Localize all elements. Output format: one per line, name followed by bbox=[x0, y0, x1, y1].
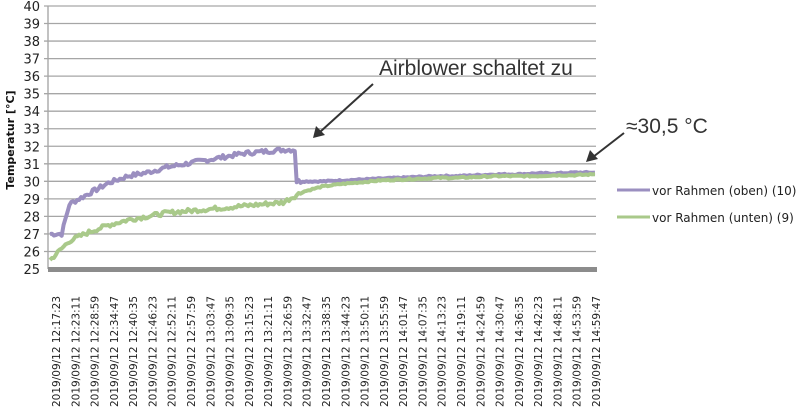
x-tick-label: 2019/09/12 12:46:23 bbox=[147, 296, 159, 407]
arrow-icon bbox=[586, 132, 625, 162]
x-tick-label: 2019/09/12 14:53:59 bbox=[572, 296, 584, 407]
legend: vor Rahmen (oben) (10) vor Rahmen (unten… bbox=[617, 184, 796, 225]
y-tick-label: 35 bbox=[23, 88, 40, 103]
legend-item-oben[interactable]: vor Rahmen (oben) (10) bbox=[617, 184, 796, 198]
x-tick-label: 2019/09/12 14:07:35 bbox=[417, 296, 429, 407]
annotation-airblower: Airblower schaltet zu bbox=[379, 57, 573, 80]
x-tick-label: 2019/09/12 13:50:11 bbox=[360, 296, 372, 407]
x-tick-label: 2019/09/12 13:21:11 bbox=[263, 296, 275, 407]
y-axis-ticks: 25 26 27 28 29 30 31 32 33 34 35 36 37 38 39 40 bbox=[23, 0, 40, 278]
y-axis-label: Temperatur [°C] bbox=[4, 90, 17, 189]
series-line-unten bbox=[48, 171, 596, 262]
x-tick-label: 2019/09/12 13:44:23 bbox=[340, 296, 352, 407]
y-tick-label: 37 bbox=[23, 53, 40, 68]
x-tick-label: 2019/09/12 12:28:59 bbox=[90, 296, 102, 407]
x-tick-label: 2019/09/12 12:17:23 bbox=[51, 296, 63, 407]
y-tick-label: 34 bbox=[23, 105, 40, 120]
y-tick-label: 32 bbox=[23, 140, 40, 155]
x-tick-label: 2019/09/12 14:36:35 bbox=[514, 296, 526, 407]
y-tick-label: 39 bbox=[23, 18, 40, 33]
y-tick-label: 40 bbox=[23, 0, 40, 15]
x-axis-ticks: 2019/09/12 12:17:23 2019/09/12 12:23:11 20… bbox=[51, 296, 603, 407]
y-tick-label: 27 bbox=[23, 228, 40, 243]
x-tick-label: 2019/09/12 14:59:47 bbox=[591, 296, 603, 407]
x-tick-label: 2019/09/12 14:13:23 bbox=[437, 296, 449, 407]
legend-label-unten: vor Rahmen (unten) (9) bbox=[652, 211, 794, 225]
x-tick-label: 2019/09/12 14:48:11 bbox=[552, 296, 564, 407]
x-tick-label: 2019/09/12 12:34:47 bbox=[109, 296, 121, 407]
series-line-oben bbox=[49, 146, 596, 238]
legend-label-oben: vor Rahmen (oben) (10) bbox=[652, 184, 796, 198]
x-tick-label: 2019/09/12 14:19:11 bbox=[456, 296, 468, 407]
x-tick-label: 2019/09/12 14:24:59 bbox=[475, 296, 487, 407]
x-tick-label: 2019/09/12 12:57:59 bbox=[186, 296, 198, 407]
x-tick-label: 2019/09/12 12:23:11 bbox=[70, 296, 82, 407]
y-tick-label: 25 bbox=[23, 263, 40, 278]
x-tick-label: 2019/09/12 13:26:59 bbox=[282, 296, 294, 407]
series-lines bbox=[48, 146, 596, 262]
x-axis-line bbox=[48, 267, 597, 272]
y-tick-label: 36 bbox=[23, 70, 40, 85]
x-tick-label: 2019/09/12 14:01:47 bbox=[398, 296, 410, 407]
x-tick-label: 2019/09/12 13:09:35 bbox=[225, 296, 237, 407]
y-tick-label: 28 bbox=[23, 210, 40, 225]
x-tick-label: 2019/09/12 13:55:59 bbox=[379, 296, 391, 407]
arrow-icon bbox=[313, 83, 374, 138]
y-tick-label: 29 bbox=[23, 193, 40, 208]
x-tick-label: 2019/09/12 12:40:35 bbox=[128, 296, 140, 407]
gridlines bbox=[44, 5, 596, 269]
x-tick-label: 2019/09/12 14:30:47 bbox=[495, 296, 507, 407]
x-tick-label: 2019/09/12 13:15:23 bbox=[244, 296, 256, 407]
y-tick-label: 26 bbox=[23, 245, 40, 260]
x-tick-label: 2019/09/12 12:52:11 bbox=[167, 296, 179, 407]
x-tick-label: 2019/09/12 13:32:47 bbox=[302, 296, 314, 407]
x-tick-label: 2019/09/12 13:03:47 bbox=[205, 296, 217, 407]
x-tick-label: 2019/09/12 14:42:23 bbox=[533, 296, 545, 407]
y-tick-label: 30 bbox=[23, 175, 40, 190]
y-tick-label: 31 bbox=[23, 158, 40, 173]
y-tick-label: 33 bbox=[23, 123, 40, 138]
annotation-final-temp: ≈30,5 °C bbox=[626, 115, 708, 138]
y-tick-label: 38 bbox=[23, 35, 40, 50]
x-tick-label: 2019/09/12 13:38:35 bbox=[321, 296, 333, 407]
legend-item-unten[interactable]: vor Rahmen (unten) (9) bbox=[617, 211, 794, 225]
